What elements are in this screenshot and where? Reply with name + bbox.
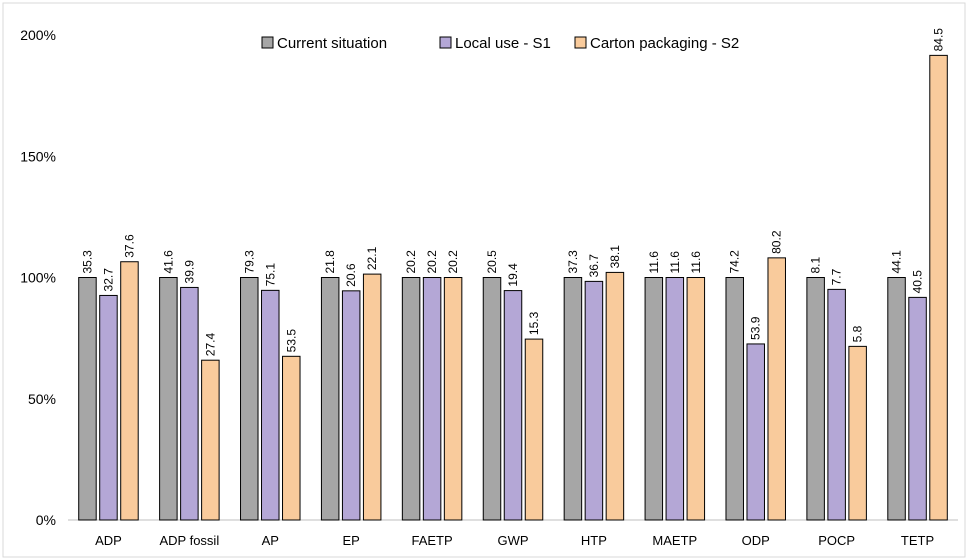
bar xyxy=(282,355,301,521)
data-label: 20.5 xyxy=(485,250,499,274)
legend-label: Current situation xyxy=(277,35,387,52)
legend-label: Carton packaging - S2 xyxy=(590,35,739,52)
data-label: 38.1 xyxy=(608,245,622,269)
bar xyxy=(180,286,199,521)
data-label: 8.1 xyxy=(809,256,823,273)
y-tick-label: 200% xyxy=(20,27,56,43)
bar xyxy=(443,277,463,521)
data-label: 79.3 xyxy=(242,250,256,274)
x-tick-label: EP xyxy=(343,533,360,548)
x-tick-label: ADP fossil xyxy=(159,533,219,548)
x-tick-label: FAETP xyxy=(411,533,452,548)
data-label: 5.8 xyxy=(851,325,865,342)
x-tick-label: MAETP xyxy=(652,533,697,548)
bar xyxy=(320,277,340,521)
y-tick-label: 150% xyxy=(20,148,56,164)
bar xyxy=(401,277,421,521)
data-label: 41.6 xyxy=(161,250,175,274)
legend-swatch xyxy=(261,36,274,49)
bar xyxy=(503,290,523,521)
bar xyxy=(78,277,97,521)
x-tick-label: TETP xyxy=(901,533,934,548)
bar xyxy=(665,277,685,521)
bar xyxy=(584,280,604,521)
data-label: 20.2 xyxy=(446,250,460,274)
bar xyxy=(99,294,118,521)
x-tick-label: GWP xyxy=(497,533,528,548)
y-tick-label: 50% xyxy=(28,391,56,407)
x-tick-label: ADP xyxy=(95,533,122,548)
data-label: 22.1 xyxy=(365,246,379,270)
x-tick-label: POCP xyxy=(818,533,855,548)
data-label: 39.9 xyxy=(182,260,196,284)
legend-swatch xyxy=(574,36,587,49)
bar xyxy=(605,271,625,521)
data-label: 20.2 xyxy=(425,250,439,274)
bar xyxy=(767,257,786,521)
data-label: 35.3 xyxy=(80,250,94,274)
y-tick-label: 100% xyxy=(20,270,56,286)
bar xyxy=(929,54,948,521)
bar xyxy=(524,338,544,521)
y-tick-label: 0% xyxy=(36,512,56,528)
bar xyxy=(746,343,765,521)
legend-label: Local use - S1 xyxy=(455,35,551,52)
x-tick-label: ODP xyxy=(742,533,770,548)
data-label: 80.2 xyxy=(770,230,784,254)
data-label: 40.5 xyxy=(911,270,925,294)
data-label: 75.1 xyxy=(263,263,277,287)
bar xyxy=(827,288,846,521)
data-label: 37.6 xyxy=(122,234,136,258)
x-tick-label: HTP xyxy=(581,533,607,548)
data-label: 32.7 xyxy=(101,268,115,292)
bar xyxy=(159,277,178,521)
data-label: 11.6 xyxy=(647,251,661,274)
data-label: 37.3 xyxy=(566,250,580,274)
bar xyxy=(563,277,583,521)
bar xyxy=(261,289,280,521)
bar xyxy=(644,277,664,521)
data-label: 74.2 xyxy=(728,250,742,274)
bar xyxy=(422,277,442,521)
data-label: 15.3 xyxy=(527,311,541,335)
data-label: 20.2 xyxy=(404,250,418,274)
data-label: 7.7 xyxy=(830,268,844,285)
data-label: 27.4 xyxy=(203,333,217,357)
data-label: 11.6 xyxy=(668,251,682,274)
data-label: 11.6 xyxy=(689,251,703,274)
bar xyxy=(362,273,382,521)
bar xyxy=(482,277,502,521)
bar xyxy=(240,277,259,521)
data-label: 84.5 xyxy=(932,28,946,52)
x-tick-label: AP xyxy=(262,533,279,548)
bar xyxy=(341,290,361,521)
data-label: 36.7 xyxy=(587,254,601,278)
bar xyxy=(725,277,744,521)
bar xyxy=(806,277,825,521)
bar xyxy=(120,261,139,521)
bar xyxy=(887,277,906,521)
legend-swatch xyxy=(439,36,452,49)
data-label: 21.8 xyxy=(323,250,337,274)
data-label: 20.6 xyxy=(344,263,358,287)
data-label: 53.9 xyxy=(749,316,763,340)
data-label: 44.1 xyxy=(890,250,904,274)
data-label: 53.5 xyxy=(284,329,298,353)
bar xyxy=(686,277,706,521)
bar xyxy=(201,359,220,521)
bar xyxy=(908,296,927,521)
bar xyxy=(848,345,867,521)
data-label: 19.4 xyxy=(506,263,520,287)
